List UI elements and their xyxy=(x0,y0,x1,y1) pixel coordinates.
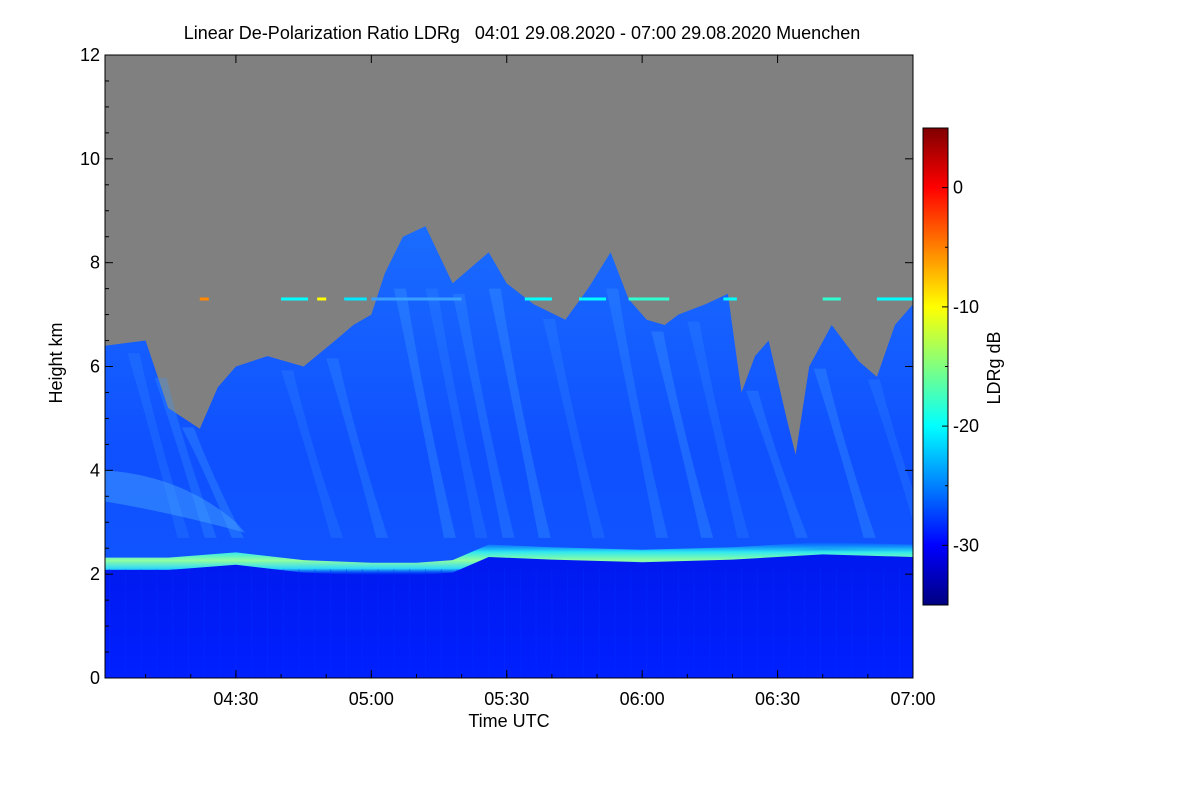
thin-layer-segment xyxy=(524,297,552,301)
fall-streak xyxy=(606,288,669,538)
fall-streak xyxy=(813,368,876,538)
y-axis: 0 2 4 6 8 10 12 xyxy=(80,45,913,688)
y-tick-label: 2 xyxy=(90,564,100,584)
thin-layer-segment xyxy=(199,297,209,301)
y-tick-label: 4 xyxy=(90,460,100,480)
y-tick-label: 8 xyxy=(90,253,100,273)
x-tick-label: 07:00 xyxy=(890,689,935,709)
fall-streak xyxy=(488,288,551,538)
x-tick-label: 05:30 xyxy=(484,689,529,709)
colorbar-tick-label: 0 xyxy=(953,178,963,198)
fall-streak xyxy=(127,353,190,538)
x-axis: 04:30 05:00 05:30 06:00 06:30 07:00 xyxy=(145,55,936,709)
fall-streak xyxy=(542,319,605,538)
chart-title: Linear De-Polarization Ratio LDRg 04:01 … xyxy=(184,23,860,43)
melting-layer-band xyxy=(105,542,913,576)
fall-streaks xyxy=(105,288,913,538)
colorbar xyxy=(922,127,949,606)
fall-streak xyxy=(281,370,344,538)
fall-streak xyxy=(181,427,244,538)
thin-layer-segment xyxy=(281,297,309,301)
fall-streak xyxy=(154,377,217,538)
thin-layer-segment xyxy=(876,297,913,301)
thin-layer-segment xyxy=(579,297,607,301)
column-texture xyxy=(109,569,900,678)
x-tick-label: 04:30 xyxy=(213,689,258,709)
thin-layer-segment xyxy=(344,297,367,301)
below-melting-layer-region xyxy=(105,548,913,678)
colorbar-ticks: 0 -10 -20 -30 xyxy=(942,127,979,606)
light-patch xyxy=(105,470,245,533)
colorbar-tick-label: -30 xyxy=(953,535,979,555)
thin-layer-segment xyxy=(371,297,462,301)
fall-streak xyxy=(393,288,456,538)
colorbar-tick-label: -10 xyxy=(953,297,979,317)
fall-streak xyxy=(745,390,808,538)
colorbar-tick-label: -20 xyxy=(953,416,979,436)
fall-streak xyxy=(687,321,750,538)
x-tick-label: 06:30 xyxy=(755,689,800,709)
fall-streak xyxy=(425,288,488,538)
thin-layer-segment xyxy=(628,297,670,301)
y-tick-label: 10 xyxy=(80,149,100,169)
y-tick-label: 0 xyxy=(90,668,100,688)
x-axis-label: Time UTC xyxy=(468,711,549,731)
y-tick-label: 6 xyxy=(90,357,100,377)
y-tick-label: 12 xyxy=(80,45,100,65)
colorbar-label: LDRg dB xyxy=(984,331,1004,404)
thin-layer-segment xyxy=(317,297,327,301)
fall-streak xyxy=(326,358,389,538)
thin-layer-segment xyxy=(822,297,841,301)
y-axis-label: Height km xyxy=(46,322,66,403)
x-tick-label: 05:00 xyxy=(349,689,394,709)
thin-aerosol-layer xyxy=(199,297,913,301)
fall-streak xyxy=(452,293,515,538)
thin-layer-segment xyxy=(723,297,737,301)
plot-area xyxy=(105,55,913,678)
fall-streak xyxy=(651,331,714,538)
x-tick-label: 06:00 xyxy=(620,689,665,709)
